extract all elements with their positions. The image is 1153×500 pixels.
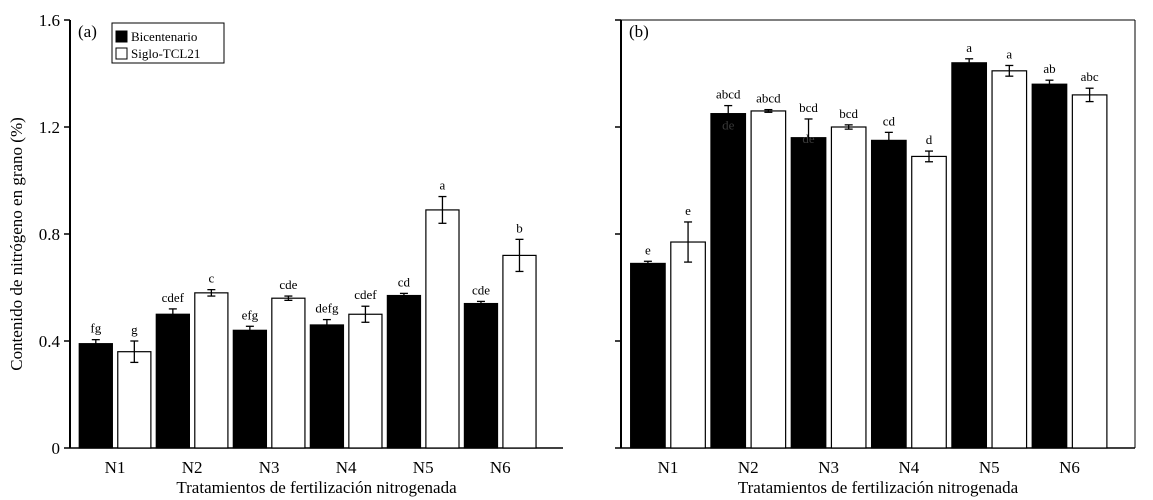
legend-entry: Bicentenario — [131, 29, 197, 44]
bar — [991, 70, 1028, 449]
bar — [463, 302, 499, 449]
bar — [117, 351, 152, 449]
significance-label: bcd — [839, 106, 858, 121]
significance-label: ab — [1043, 61, 1055, 76]
bar — [1031, 83, 1068, 449]
significance-label: abc — [1081, 69, 1099, 84]
y-tick-label: 1.6 — [39, 11, 60, 30]
significance-label: d — [926, 132, 933, 147]
legend-swatch — [115, 30, 128, 43]
y-tick-label: 0 — [52, 439, 61, 458]
significance-label: cd — [883, 113, 896, 128]
bar — [232, 329, 268, 449]
x-tick-label: N1 — [105, 458, 126, 477]
panel-label: (b) — [629, 22, 649, 41]
x-tick-label: N6 — [1059, 458, 1080, 477]
in-bar-label: de — [722, 118, 735, 133]
significance-label: abcd — [756, 91, 781, 106]
significance-label: cde — [279, 277, 297, 292]
significance-label: a — [966, 40, 972, 55]
x-tick-label: N6 — [490, 458, 511, 477]
panel-b: e e N1 abcd de abcd N2 bcd de bcd N3 cd d N4 a a N5 ab abc… — [615, 19, 1136, 497]
significance-label: a — [1006, 46, 1012, 61]
bar — [309, 324, 345, 449]
legend-box — [111, 22, 225, 64]
significance-label: defg — [315, 301, 339, 316]
significance-label: fg — [90, 321, 101, 336]
bar — [911, 155, 947, 449]
y-axis-title: Contenido de nitrógeno en grano (%) — [7, 117, 26, 371]
bar — [78, 343, 113, 449]
y-tick-label: 0.4 — [39, 332, 61, 351]
bar — [710, 113, 747, 449]
x-axis-title: Tratamientos de fertilización nitrogenad… — [738, 478, 1019, 497]
x-tick-label: N2 — [738, 458, 759, 477]
x-tick-label: N4 — [899, 458, 920, 477]
significance-label: cdef — [162, 290, 185, 305]
bar — [194, 292, 229, 449]
bar — [1071, 94, 1108, 449]
x-tick-label: N4 — [336, 458, 357, 477]
legend-entry: Siglo-TCL21 — [131, 46, 200, 61]
bar — [348, 313, 383, 449]
bar — [750, 110, 787, 449]
bar — [790, 137, 827, 449]
significance-label: cd — [398, 274, 411, 289]
x-tick-label: N2 — [182, 458, 203, 477]
significance-label: e — [645, 242, 651, 257]
bar — [630, 262, 666, 449]
significance-label: b — [516, 220, 523, 235]
legend-swatch — [115, 47, 128, 60]
significance-label: efg — [242, 307, 259, 322]
x-tick-label: N3 — [259, 458, 280, 477]
significance-label: c — [208, 271, 214, 286]
bar — [425, 209, 460, 449]
bar — [386, 294, 422, 449]
bar — [870, 139, 907, 449]
significance-label: a — [440, 178, 446, 193]
panel-label: (a) — [78, 22, 97, 41]
x-tick-label: N1 — [658, 458, 679, 477]
x-tick-label: N5 — [979, 458, 1000, 477]
bar — [155, 313, 190, 449]
significance-label: cdef — [354, 287, 377, 302]
bar — [271, 297, 306, 449]
y-tick-label: 1.2 — [39, 118, 60, 137]
significance-label: bcd — [799, 100, 818, 115]
significance-label: e — [685, 203, 691, 218]
bar — [951, 62, 988, 449]
significance-label: abcd — [716, 87, 741, 102]
in-bar-label: de — [802, 131, 815, 146]
bar — [502, 254, 537, 449]
y-tick-label: 0.8 — [39, 225, 60, 244]
bar — [670, 241, 706, 449]
panel-a: 00.40.81.21.6fg gN1cdefcN2efgcdeN3defgcde… — [7, 11, 563, 497]
significance-label: cde — [472, 282, 490, 297]
bar — [830, 126, 867, 449]
x-axis-title: Tratamientos de fertilización nitrogenad… — [176, 478, 457, 497]
significance-label: g — [131, 322, 138, 337]
x-tick-label: N5 — [413, 458, 434, 477]
x-tick-label: N3 — [818, 458, 839, 477]
